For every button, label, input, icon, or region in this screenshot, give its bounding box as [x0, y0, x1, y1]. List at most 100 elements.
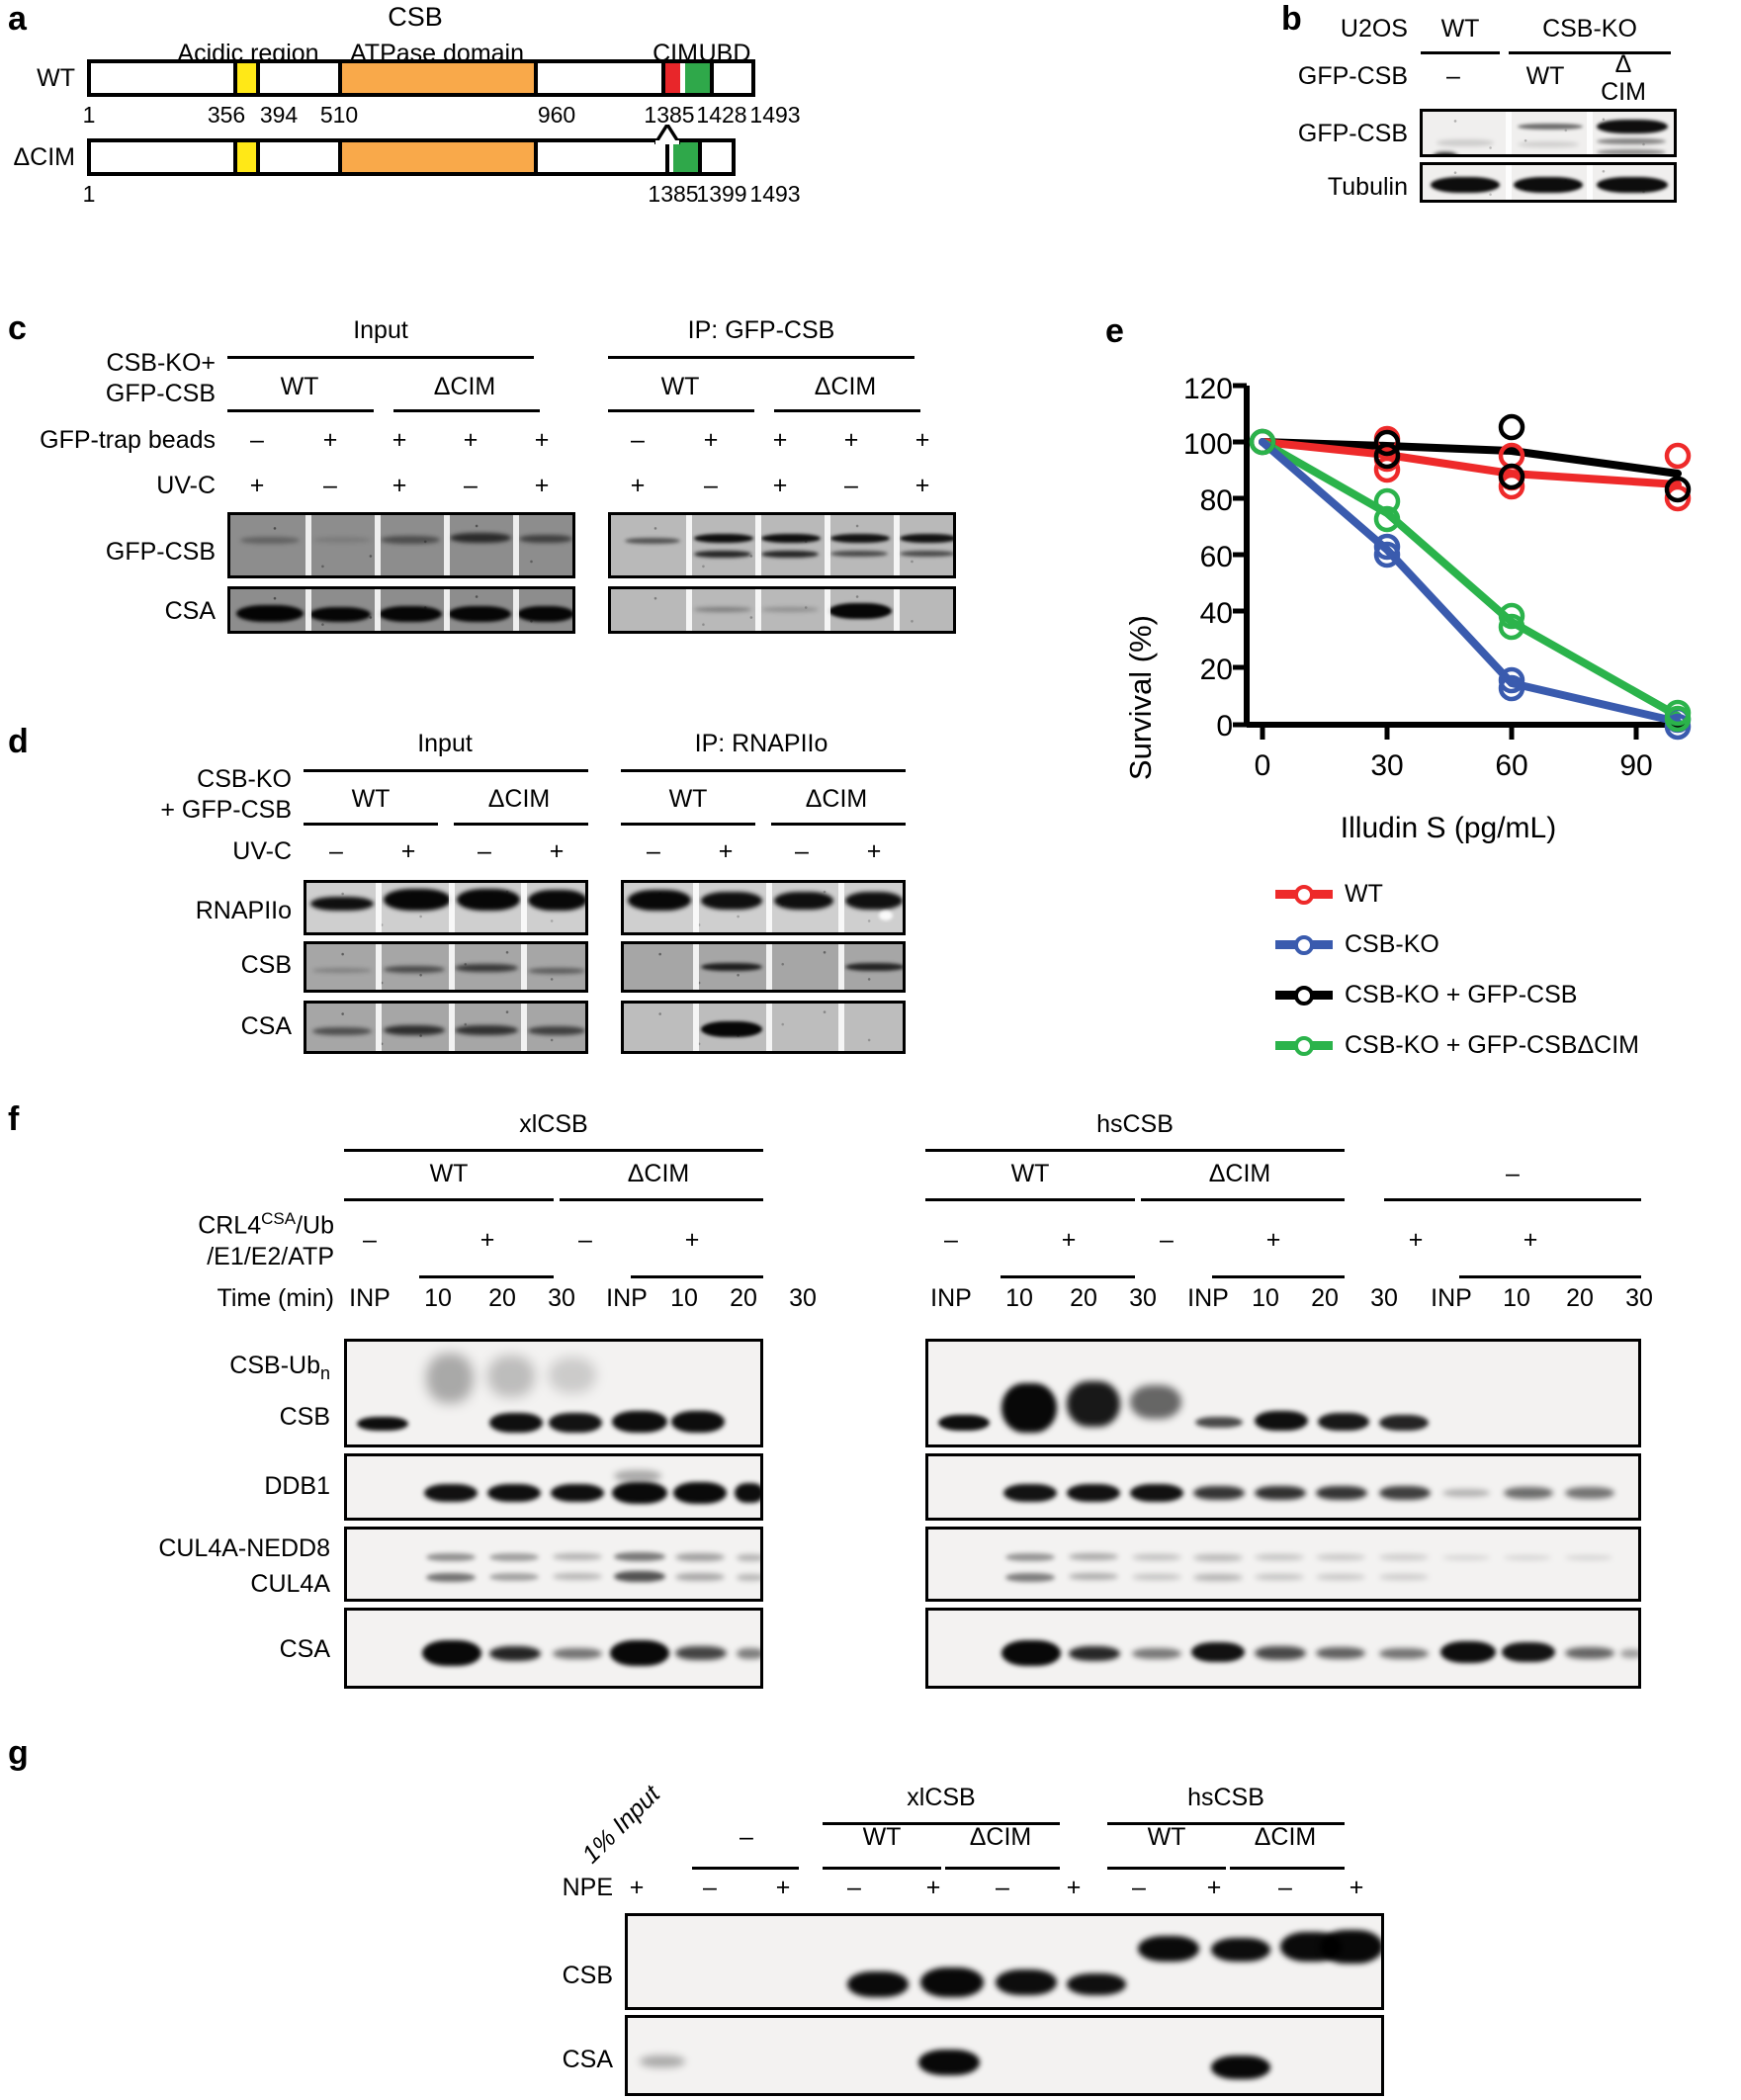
panel-g-npe-v5: –: [996, 1874, 1009, 1901]
blot-band: [1001, 1640, 1061, 1666]
panel-c-cond-uvc-v9: +: [914, 472, 930, 499]
blot-band: [309, 607, 371, 622]
panel-b-blot-gfpcsb: [1420, 109, 1677, 157]
panel-c-letter: c: [8, 309, 27, 347]
chart-ytick-20: 20: [1199, 654, 1233, 686]
blot-band: [694, 534, 753, 543]
panel-g-blot-label-csa: CSA: [562, 2046, 613, 2073]
blot-band: [1193, 1486, 1245, 1500]
panel-d-blot-csa-input: [304, 1001, 588, 1054]
panel-b-row-label-gfpcsb: GFP-CSB: [1297, 62, 1408, 90]
lane-divider: [825, 515, 830, 575]
panel-f-construct-rule-1: [344, 1198, 554, 1201]
blot-band: [1316, 1647, 1365, 1659]
panel-f-time-v10: 20: [1070, 1284, 1097, 1312]
acidic-region-segment: [237, 142, 256, 172]
blot-band: [1565, 1647, 1614, 1659]
panel-g-npe-label: NPE: [562, 1874, 613, 1901]
panel-d-section-rule-input: [304, 769, 588, 772]
panel-f-time-rule-1: [419, 1275, 554, 1278]
panel-f-time-v15: 30: [1370, 1284, 1398, 1312]
panel-d-blot-label-rnapiio: RNAPIIo: [195, 897, 292, 924]
blot-band: [675, 1553, 725, 1561]
panel-f-time-v11: 30: [1129, 1284, 1157, 1312]
panel-f-time-v13: 10: [1252, 1284, 1279, 1312]
blot-band: [1379, 1648, 1429, 1659]
blot-band: [1316, 1554, 1365, 1560]
blot-band: [1597, 177, 1668, 193]
panel-f-reagent-v8: +: [1408, 1226, 1424, 1254]
lane-divider: [693, 944, 699, 990]
panel-c-cond-label-beads: GFP-trap beads: [40, 426, 216, 454]
blot-band: [1255, 1486, 1306, 1500]
blot-band: [489, 1573, 539, 1581]
blot-band: [701, 963, 762, 971]
lane-divider: [693, 1004, 699, 1051]
blot-band: [847, 1971, 909, 1997]
blot-band: [1431, 177, 1500, 193]
panel-g-npe-v8: +: [1206, 1874, 1222, 1901]
legend-item-csbko: CSB-KO: [1275, 930, 1639, 959]
blot-band: [457, 889, 520, 911]
blot-band: [675, 1646, 727, 1660]
panel-g-npe-v0: +: [629, 1874, 645, 1901]
panel-d-cond-uvc-v2: –: [478, 837, 491, 865]
panel-c-cond-uvc-v2: +: [392, 472, 407, 499]
blot-band: [1379, 1554, 1429, 1560]
panel-f-time-v9: 10: [1005, 1284, 1033, 1312]
blot-band: [553, 1648, 602, 1659]
blot-band: [426, 1573, 476, 1582]
panel-g-construct-wt-xl: WT: [862, 1823, 902, 1851]
blot-band: [920, 1968, 984, 1997]
chart-ytick-100: 100: [1182, 428, 1233, 461]
panel-b-construct-wt: WT: [1525, 62, 1565, 90]
chart-ytick-60: 60: [1199, 541, 1233, 573]
chart-xtick-0: 0: [1254, 749, 1271, 782]
segment-divider-510: [338, 63, 342, 93]
panel-f-time-v5: 10: [670, 1284, 698, 1312]
panel-d-construct-dcim-ip: ΔCIM: [805, 785, 868, 813]
segment-divider-510: [338, 142, 342, 172]
panel-f-reagent-crl4: CRL4: [198, 1211, 262, 1240]
panel-f-blot-csb-left: [344, 1339, 763, 1447]
blot-band: [845, 963, 903, 971]
panel-f-blot-label-cul4a-nedd8: CUL4A-NEDD8: [158, 1534, 330, 1562]
panel-c-blot-label-gfpcsb: GFP-CSB: [105, 538, 216, 566]
legend-item-csbko-gfpcsb-dcim: CSB-KO + GFP-CSBΔCIM: [1275, 1031, 1639, 1060]
blot-band: [312, 1027, 372, 1035]
blot-band: [312, 968, 372, 973]
deletion-caret-icon: [654, 125, 680, 144]
panel-g-minus-group: –: [740, 1823, 753, 1851]
legend-swatch-wt: [1275, 884, 1333, 905]
blot-band: [938, 1415, 990, 1431]
panel-a-dcim-num-1399: 1399: [696, 181, 747, 207]
blot-band: [614, 1470, 661, 1482]
blot-band: [737, 1554, 760, 1561]
lane-divider: [449, 883, 455, 932]
blot-band: [549, 1357, 596, 1393]
panel-f-construct-rule-4: [1141, 1198, 1345, 1201]
panel-d-cond-label-uvc: UV-C: [232, 837, 292, 865]
legend-swatch-csbko-gfpcsb: [1275, 985, 1333, 1006]
panel-a-wt-num-1493: 1493: [749, 102, 801, 128]
blot-band: [612, 1411, 667, 1433]
blot-band: [830, 534, 890, 543]
panel-c-row-label-1: CSB-KO+: [106, 349, 216, 377]
blot-band: [625, 538, 680, 544]
cim-segment: [665, 63, 680, 93]
panel-f-time-v2: 20: [488, 1284, 516, 1312]
blot-band: [830, 551, 888, 557]
panel-d-row-label-2: + GFP-CSB: [160, 796, 292, 824]
lane-divider: [449, 944, 455, 990]
lane-divider: [838, 883, 844, 932]
blot-band: [1132, 1554, 1181, 1560]
blot-band: [1211, 1938, 1270, 1962]
blot-band: [455, 964, 518, 972]
panel-f-time-v14: 20: [1311, 1284, 1339, 1312]
panel-a-wt-num-960: 960: [537, 102, 576, 128]
lane-divider: [1587, 165, 1593, 200]
blot-band: [1504, 1555, 1551, 1560]
blot-band: [528, 1026, 585, 1035]
blot-band: [528, 890, 585, 911]
blot-band: [1442, 1489, 1490, 1497]
